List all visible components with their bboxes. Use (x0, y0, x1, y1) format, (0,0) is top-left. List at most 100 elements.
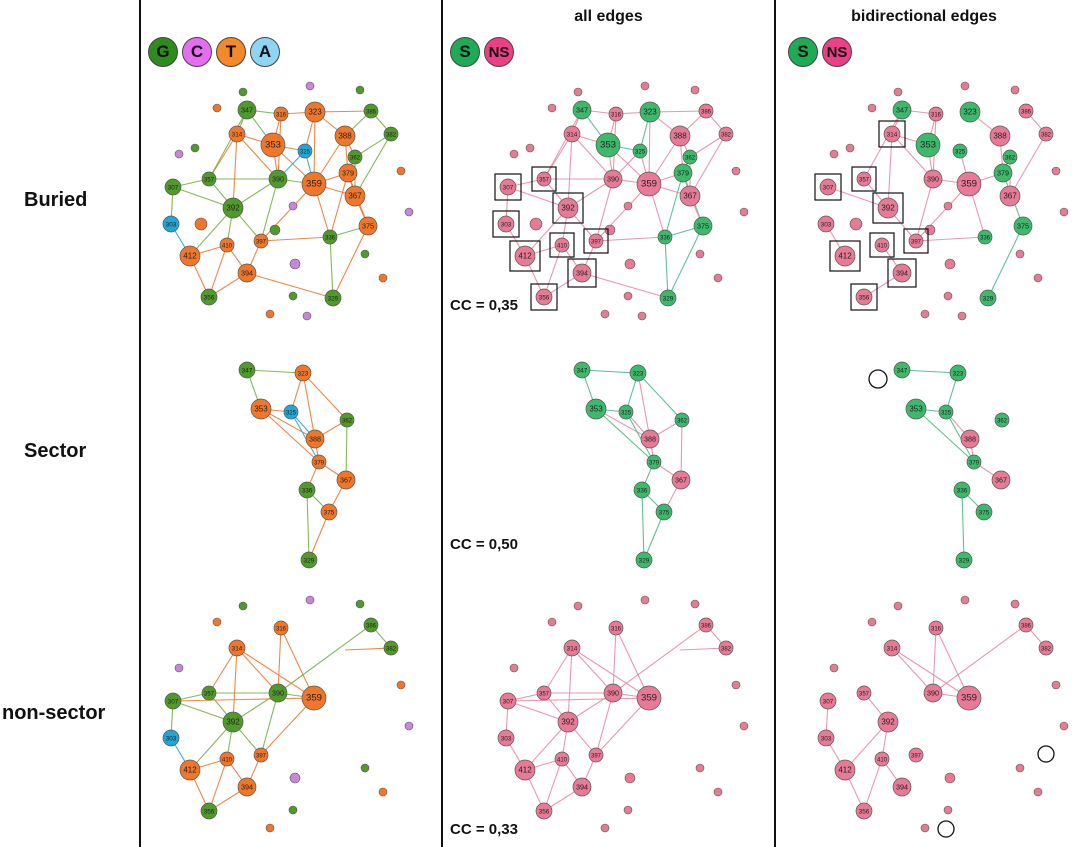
minor-node (289, 258, 301, 270)
node-325: 325 (297, 143, 313, 159)
node-label: 394 (241, 783, 253, 792)
node-329: 329 (300, 551, 318, 569)
node-label: 316 (276, 113, 287, 119)
node-label: 325 (621, 411, 632, 417)
minor-node (695, 763, 705, 773)
node-label: 325 (635, 150, 646, 156)
edge-392-412 (189, 721, 234, 771)
node-392: 392 (877, 197, 899, 219)
node-303: 303 (162, 215, 180, 233)
minor-node (640, 81, 650, 91)
node-label: 357 (859, 178, 870, 184)
minor-node (960, 595, 970, 605)
edge-410-356 (208, 758, 228, 812)
node-336: 336 (298, 481, 316, 499)
edge-410-356 (863, 758, 883, 812)
column-divider-3 (774, 0, 776, 847)
highlight-box (509, 240, 541, 272)
legend-dot-ns-2: NS (822, 37, 852, 67)
column-divider-1 (139, 0, 141, 847)
minor-node (212, 617, 222, 627)
node-356: 356 (200, 288, 218, 306)
edge-362-367 (345, 419, 348, 481)
minor-node (288, 805, 298, 815)
edge-347-357 (863, 109, 903, 180)
node-410: 410 (219, 237, 235, 253)
edge-347-323 (901, 369, 959, 374)
node-label: 392 (226, 204, 240, 213)
minor-node (547, 103, 557, 113)
node-label: 303 (821, 222, 832, 229)
legend-dot-a: A (250, 37, 280, 67)
minor-node (190, 143, 200, 153)
node-397: 397 (253, 233, 269, 249)
edge-390-397 (915, 178, 934, 242)
minor-node (640, 595, 650, 605)
edge-325-379 (290, 411, 320, 463)
node-label: 410 (222, 244, 233, 250)
node-label: 316 (931, 113, 942, 119)
minor-node (739, 721, 749, 731)
node-label: 379 (314, 461, 325, 467)
node-394: 394 (237, 263, 257, 283)
minor-node (378, 273, 388, 283)
node-label: 386 (366, 624, 377, 630)
node-362: 362 (1002, 149, 1018, 165)
node-347: 347 (238, 361, 256, 379)
edge-397-359 (915, 183, 970, 242)
highlight-box (549, 232, 575, 258)
minor-node (829, 149, 839, 159)
edge-359-314 (236, 647, 315, 699)
edge-307-392 (172, 700, 234, 723)
node-390: 390 (603, 169, 623, 189)
node-label: 329 (304, 558, 315, 565)
node-label: 367 (683, 192, 697, 201)
node-314: 314 (228, 125, 246, 143)
node-359: 359 (636, 685, 662, 711)
node-375: 375 (1013, 216, 1033, 236)
cc-label-non-sector: CC = 0,33 (450, 821, 518, 838)
node-label: 412 (838, 252, 852, 261)
highlight-box (887, 258, 917, 288)
legend-dot-c: C (182, 37, 212, 67)
highlight-box (583, 228, 609, 254)
node-382: 382 (1038, 640, 1054, 656)
node-410: 410 (874, 751, 890, 767)
edge-390-386 (932, 624, 1027, 694)
node-label: 307 (168, 185, 179, 192)
edge-362-367 (680, 419, 683, 481)
edge-307-392 (827, 186, 889, 209)
node-412: 412 (834, 245, 856, 267)
highlight-box (492, 210, 520, 238)
node-357: 357 (201, 685, 217, 701)
highlight-box (531, 166, 557, 192)
row-label-buried: Buried (24, 189, 88, 211)
node-323: 323 (949, 364, 967, 382)
node-397: 397 (908, 747, 924, 763)
node-375: 375 (358, 216, 378, 236)
node-367: 367 (991, 470, 1011, 490)
node-347: 347 (573, 361, 591, 379)
node-323: 323 (959, 101, 981, 123)
minor-node (529, 217, 543, 231)
node-label: 336 (302, 488, 313, 495)
node-label: 397 (256, 754, 267, 760)
node-label: 362 (342, 419, 353, 425)
node-label: 356 (859, 809, 870, 816)
node-357: 357 (536, 171, 552, 187)
node-347: 347 (572, 100, 592, 120)
node-359: 359 (301, 171, 327, 197)
edge-397-336 (915, 236, 986, 242)
minor-node (637, 311, 647, 321)
node-label: 390 (272, 689, 284, 698)
node-329: 329 (324, 289, 342, 307)
minor-node (690, 599, 700, 609)
node-label: 347 (577, 368, 588, 375)
node-379: 379 (646, 454, 662, 470)
node-label: 367 (348, 192, 362, 201)
node-386: 386 (1018, 617, 1034, 633)
node-379: 379 (673, 163, 693, 183)
node-label: 375 (979, 510, 990, 517)
node-386: 386 (698, 103, 714, 119)
